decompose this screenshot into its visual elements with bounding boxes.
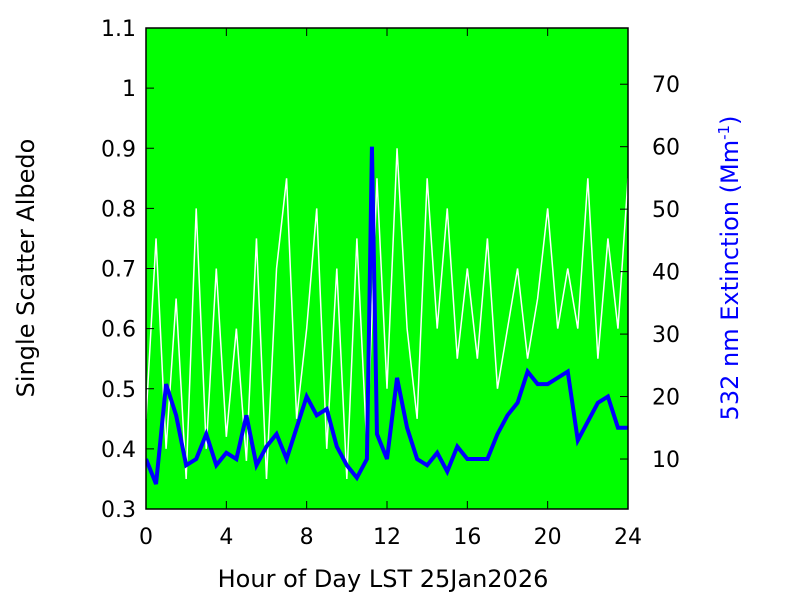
y-tick-label: 0.4: [101, 438, 136, 463]
x-tick-label: 24: [614, 525, 642, 550]
y2-tick-label: 10: [652, 448, 680, 473]
y-tick-label: 0.6: [101, 318, 136, 343]
y-tick-label: 0.3: [101, 498, 136, 523]
x-tick-label: 12: [373, 525, 401, 550]
y2-axis-label: 532 nm Extinction (Mm-1): [715, 116, 744, 421]
x-tick-label: 16: [453, 525, 481, 550]
extinction-series-line: [146, 146, 628, 485]
y-tick-label: 1: [122, 77, 136, 102]
y2-label-end: ): [716, 116, 744, 125]
plot-background: [146, 28, 628, 509]
y2-tick-label: 30: [652, 323, 680, 348]
x-tick-label: 8: [300, 525, 314, 550]
x-tick-label: 20: [534, 525, 562, 550]
y-axis-label: Single Scatter Albedo: [12, 139, 40, 398]
y2-tick-label: 40: [652, 261, 680, 286]
x-axis-label: Hour of Day LST 25Jan2026: [218, 565, 549, 593]
x-tick-label: 0: [139, 525, 153, 550]
y2-label-sup: -1: [715, 125, 733, 140]
y-tick-label: 1.1: [101, 17, 136, 42]
y2-label-main: 532 nm Extinction (Mm: [716, 140, 744, 421]
y-tick-label: 0.7: [101, 258, 136, 283]
y2-tick-label: 20: [652, 386, 680, 411]
y2-tick-label: 50: [652, 198, 680, 223]
y-tick-label: 0.8: [101, 197, 136, 222]
y-tick-label: 0.9: [101, 137, 136, 162]
albedo-series-line: [146, 148, 628, 479]
y2-tick-label: 60: [652, 136, 680, 161]
x-tick-label: 4: [219, 525, 233, 550]
y2-tick-label: 70: [652, 73, 680, 98]
y-tick-label: 0.5: [101, 378, 136, 403]
